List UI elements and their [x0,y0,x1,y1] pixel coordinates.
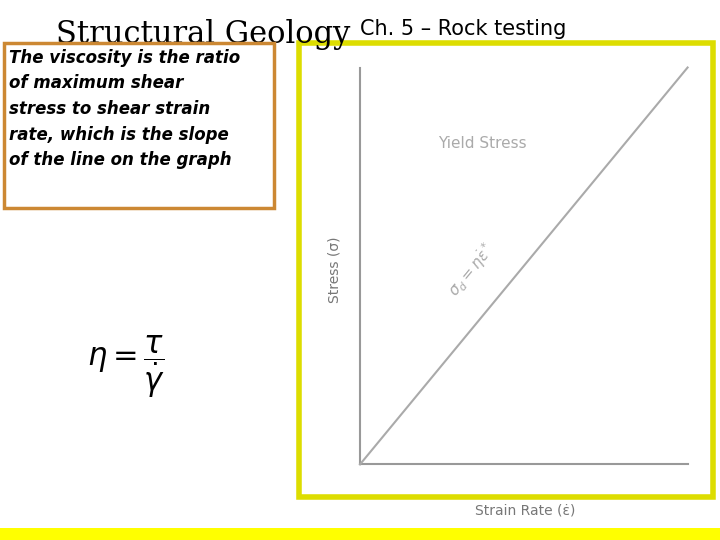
Bar [0,528,720,540]
Text: Ch. 5 – Rock testing: Ch. 5 – Rock testing [360,19,567,39]
Text: $\eta = \dfrac{\tau}{\dot{\gamma}}$: $\eta = \dfrac{\tau}{\dot{\gamma}}$ [87,334,165,400]
Text: Strain Rate (ε̇): Strain Rate (ε̇) [475,503,576,517]
Text: Structural Geology: Structural Geology [56,19,360,50]
Bar [4,43,274,208]
Bar [299,43,713,497]
Text: The viscosity is the ratio
of maximum shear
stress to shear strain
rate, which i: The viscosity is the ratio of maximum sh… [9,49,240,170]
Text: $\sigma_d = \eta\dot{\varepsilon}^*$: $\sigma_d = \eta\dot{\varepsilon}^*$ [444,239,500,301]
Text: Yield Stress: Yield Stress [438,136,527,151]
Text: Stress (σ): Stress (σ) [328,237,342,303]
